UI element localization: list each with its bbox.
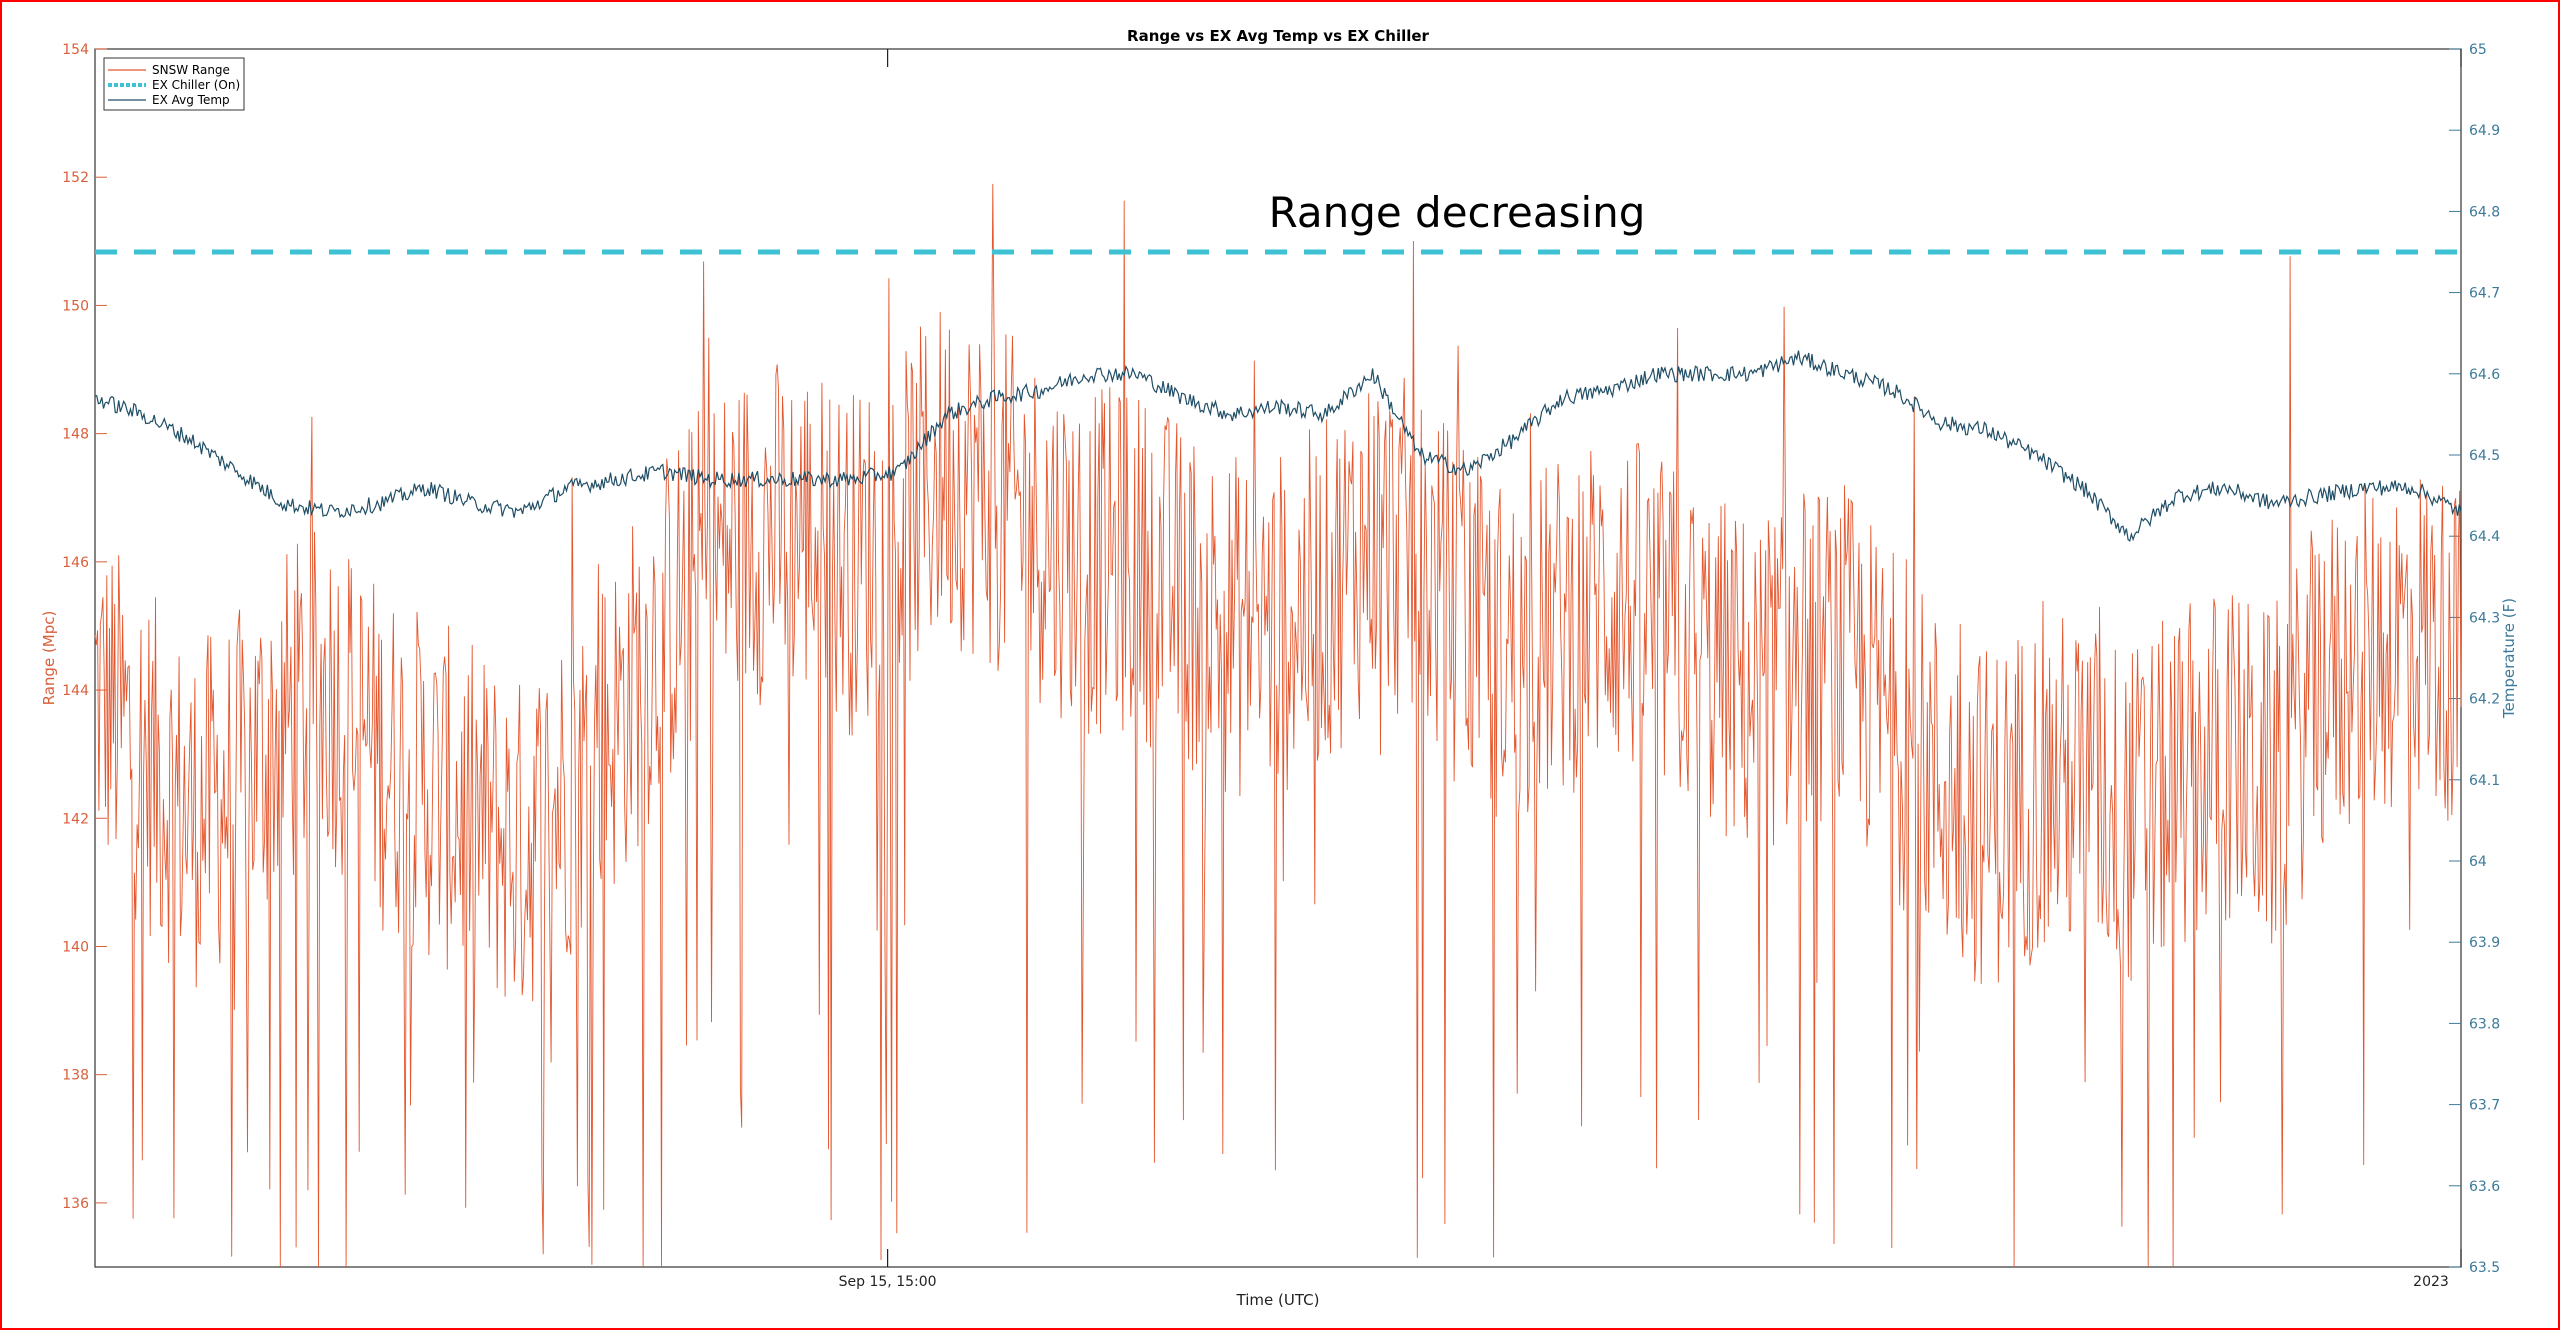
left-tick-label: 148: [62, 427, 89, 443]
left-tick-label: 150: [62, 298, 89, 314]
left-axis: 136 138 140 142 144 146 148 150 152 154: [62, 42, 107, 1212]
left-tick-label: 140: [62, 939, 89, 955]
chart-title: Range vs EX Avg Temp vs EX Chiller: [1127, 27, 1430, 45]
right-tick-label: 64.9: [2469, 123, 2500, 139]
right-axis: 63.5 63.6 63.7 63.8 63.9 64 64.1 64.2 64.3 64.4 64…: [2449, 42, 2500, 1276]
right-tick-label: 65: [2469, 42, 2487, 58]
y-axis-label-right: Temperature (F): [2500, 598, 2518, 719]
right-tick-label: 63.5: [2469, 1260, 2500, 1276]
left-tick-label: 152: [62, 170, 89, 186]
annotation-range-decreasing: Range decreasing: [1269, 188, 1646, 237]
right-tick-label: 64.6: [2469, 367, 2500, 383]
legend: SNSW Range EX Chiller (On) EX Avg Temp: [103, 57, 245, 111]
right-tick-label: 63.7: [2469, 1098, 2500, 1114]
right-tick-label: 64.3: [2469, 610, 2500, 626]
left-tick-label: 136: [62, 1196, 89, 1212]
left-tick-label: 144: [62, 683, 89, 699]
right-tick-label: 64.4: [2469, 529, 2500, 545]
right-tick-label: 64.2: [2469, 692, 2500, 708]
x-axis-label: Time (UTC): [1236, 1291, 1320, 1309]
right-tick-label: 64.1: [2469, 773, 2500, 789]
ex-avg-temp-line: [94, 350, 2462, 542]
right-tick-label: 64.8: [2469, 204, 2500, 220]
left-tick-label: 146: [62, 555, 89, 571]
y-axis-label-left: Range (Mpc): [40, 611, 58, 706]
series-ex-avg-temp: [94, 350, 2462, 542]
right-tick-label: 64.7: [2469, 286, 2500, 302]
legend-label-ex-chiller: EX Chiller (On): [152, 78, 240, 92]
x-tick-label: Sep 15, 15:00: [839, 1274, 937, 1290]
left-tick-label: 154: [62, 42, 89, 58]
right-tick-label: 63.8: [2469, 1016, 2500, 1032]
right-tick-label: 64.5: [2469, 448, 2500, 464]
series-snsw-range: [94, 183, 2462, 1268]
legend-label-ex-avg-temp: EX Avg Temp: [152, 93, 230, 107]
right-tick-label: 64: [2469, 854, 2487, 870]
right-tick-label: 63.9: [2469, 935, 2500, 951]
legend-label-snsw-range: SNSW Range: [152, 63, 230, 77]
x-axis: Sep 15, 15:00 2023: [839, 49, 2462, 1290]
left-tick-label: 138: [62, 1068, 89, 1084]
right-tick-label: 63.6: [2469, 1179, 2500, 1195]
left-tick-label: 142: [62, 811, 89, 827]
snsw-range-line: [94, 183, 2462, 1268]
x-tick-label: 2023: [2413, 1274, 2449, 1290]
